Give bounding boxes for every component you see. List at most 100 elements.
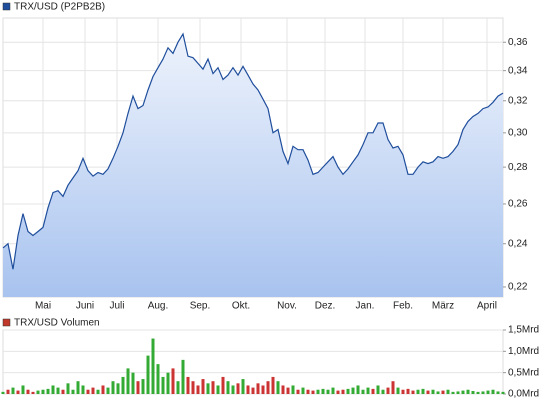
y-tick-label: 0,28 [508,162,528,173]
volume-bar [211,381,215,394]
volume-bar [421,388,425,394]
volume-bar [296,389,300,394]
volume-bar [186,376,190,394]
volume-bar [151,338,155,394]
volume-bar [326,389,330,394]
volume-bar [251,387,255,394]
volume-bar [86,389,90,394]
volume-bar [56,387,60,394]
volume-bar [501,391,505,394]
volume-bar [401,389,405,394]
volume-bar [316,389,320,394]
x-tick-label: Feb. [393,301,413,312]
volume-bar [436,391,440,394]
volume-bar [31,391,35,394]
volume-bar [321,388,325,394]
volume-bar [266,381,270,394]
y-tick-label: 1,5Mrd [508,325,539,336]
x-tick-label: Nov. [277,301,297,312]
legend-label: TRX/USD Volumen [14,318,100,329]
y-tick-label: 0,32 [508,95,528,106]
volume-bar [451,391,455,394]
volume-bar [241,379,245,394]
volume-bar [166,372,170,394]
volume-bar [286,387,290,394]
volume-bar [351,387,355,394]
volume-bar [236,383,240,394]
volume-bar [81,385,85,394]
volume-bar [11,387,15,394]
volume-bar [111,381,115,394]
volume-bar [61,389,65,394]
volume-bar [106,387,110,394]
volume-bar [406,388,410,394]
y-tick-label: 0,0Mrd [508,389,539,400]
volume-bar [171,368,175,394]
legend-swatch [2,2,11,11]
volume-bar [246,385,250,394]
volume-bar [466,389,470,394]
volume-bar [131,372,135,394]
volume-bar [431,389,435,394]
x-tick-label: März [432,301,454,312]
volume-bar [336,390,340,394]
volume-bar [456,391,460,394]
volume-bar [191,381,195,394]
volume-bar [441,390,445,394]
legend-swatch [2,318,11,327]
volume-bar [221,376,225,394]
volume-bar [471,391,475,394]
volume-bar [21,385,25,394]
volume-bar [346,388,350,394]
volume-bar [261,385,265,394]
volume-bar [146,355,150,394]
y-tick-label: 0,30 [508,127,528,138]
volume-bar [46,388,50,394]
volume-bar [381,389,385,394]
volume-bar [91,387,95,394]
area-fill [3,34,503,297]
volume-bar [276,381,280,394]
volume-bar [281,385,285,394]
volume-bar [16,390,20,394]
volume-bar [116,383,120,394]
x-tick-label: Juli [109,301,124,312]
x-tick-label: Mai [35,301,51,312]
x-tick-label: Sep. [190,301,211,312]
volume-bar [101,385,105,394]
volume-bar [311,390,315,394]
volume-bar [446,389,450,394]
volume-bar [391,381,395,394]
volume-bar [491,389,495,394]
x-tick-label: April [477,301,497,312]
volume-bar [1,391,5,394]
x-tick-label: Dez. [315,301,336,312]
volume-bar [481,391,485,394]
volume-bar [216,385,220,394]
volume-bar [66,383,70,394]
volume-bar [36,390,40,394]
volume-bar [41,389,45,394]
volume-bar [156,364,160,394]
volume-bar [196,385,200,394]
y-tick-label: 0,5Mrd [508,367,539,378]
volume-bar [76,381,80,394]
y-tick-label: 0,24 [508,238,528,249]
volume-bar [141,379,145,394]
volume-bar [396,387,400,394]
volume-bar [416,389,420,394]
volume-bar [181,359,185,394]
volume-bar [366,387,370,394]
volume-bar [386,387,390,394]
volume-bar [126,368,130,394]
x-tick-label: Aug. [148,301,169,312]
x-tick-label: Okt. [232,301,250,312]
volume-bar [256,383,260,394]
volume-bar [486,390,490,394]
volume-bar [226,381,230,394]
volume-bar [476,391,480,394]
volume-bar [426,390,430,394]
volume-bar [331,387,335,394]
